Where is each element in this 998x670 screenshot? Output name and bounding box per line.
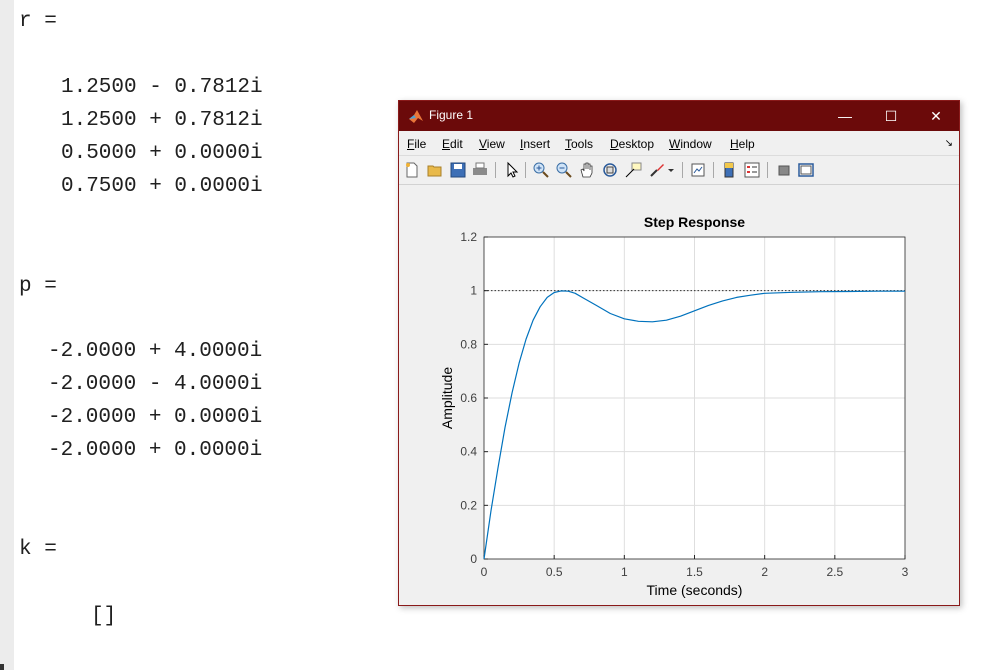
menu-tools-label: ools: [571, 137, 594, 151]
y-tick-label: 0.6: [460, 391, 477, 405]
x-tick-label: 2.5: [826, 565, 843, 579]
link-plot-icon[interactable]: [689, 161, 707, 179]
pan-hand-icon[interactable]: [578, 161, 596, 179]
new-figure-icon[interactable]: [403, 161, 421, 179]
menu-edit-key: E: [442, 137, 451, 151]
p-value: -2.0000 + 4.0000i: [48, 340, 263, 363]
p-value: -2.0000 - 4.0000i: [48, 373, 263, 396]
menu-file[interactable]: File: [407, 137, 426, 151]
menu-file-key: F: [407, 137, 415, 151]
matlab-logo-icon: [409, 110, 423, 123]
menu-window-key: W: [669, 137, 681, 151]
minimize-button[interactable]: —: [838, 108, 852, 124]
menu-view-key: V: [479, 137, 487, 151]
menu-bar: File Edit View Insert Tools Desktop Wind…: [399, 131, 959, 155]
colorbar-icon[interactable]: [720, 161, 738, 179]
plot-area[interactable]: 0 0.5 1 1.5 2 2.5 3 0 0.2 0.4 0.6 0.8 1 1.2 Step Respo…: [399, 185, 959, 605]
y-tick-label: 0.8: [460, 337, 477, 351]
step-response-series-line: [483, 290, 905, 560]
open-file-icon[interactable]: [426, 161, 444, 179]
x-tick-label: 0.5: [546, 565, 563, 579]
p-value: -2.0000 + 0.0000i: [48, 439, 263, 462]
menu-window-label: indow: [680, 137, 712, 151]
menu-desktop[interactable]: Desktop: [610, 137, 654, 151]
data-cursor-icon[interactable]: [624, 161, 642, 179]
brush-dropdown-icon[interactable]: [666, 161, 676, 179]
maximize-button[interactable]: ☐: [884, 108, 898, 124]
y-tick-label: 1: [470, 284, 477, 298]
zoom-in-icon[interactable]: [532, 161, 550, 179]
save-icon[interactable]: [449, 161, 467, 179]
x-tick-label: 3: [902, 565, 909, 579]
menu-desktop-label: esktop: [618, 137, 655, 151]
console-gutter: [0, 0, 14, 670]
p-label: p =: [19, 275, 57, 298]
menu-desktop-key: D: [610, 137, 619, 151]
command-window[interactable]: r = 1.2500 - 0.7812i 1.2500 + 0.7812i 0.…: [0, 0, 398, 670]
r-value: 1.2500 - 0.7812i: [61, 76, 263, 99]
toolbar-separator: [495, 162, 496, 178]
brush-icon[interactable]: [648, 161, 666, 179]
print-icon[interactable]: [471, 161, 489, 179]
r-label: r =: [19, 10, 57, 33]
menu-help-label: elp: [738, 137, 755, 151]
rotate-3d-icon[interactable]: [601, 161, 619, 179]
menu-expand-icon[interactable]: ↘: [944, 138, 953, 149]
menu-insert[interactable]: Insert: [520, 137, 550, 151]
menu-tools[interactable]: Tools: [565, 137, 593, 151]
figure-title: Figure 1: [429, 108, 474, 122]
x-axis-label: Time (seconds): [647, 582, 743, 598]
k-value: []: [91, 605, 117, 628]
y-axis-label: Amplitude: [439, 367, 455, 429]
r-value: 0.5000 + 0.0000i: [61, 142, 263, 165]
close-button[interactable]: ✕: [930, 108, 942, 124]
resize-corner: [0, 664, 4, 670]
pointer-icon[interactable]: [502, 161, 520, 179]
hide-plot-tools-icon[interactable]: [775, 161, 793, 179]
p-value: -2.0000 + 0.0000i: [48, 406, 263, 429]
toolbar-separator: [682, 162, 683, 178]
y-tick-label: 0.4: [460, 445, 477, 459]
menu-tools-key: T: [565, 137, 571, 151]
x-tick-label: 1: [621, 565, 628, 579]
toolbar-separator: [713, 162, 714, 178]
toolbar-separator: [767, 162, 768, 178]
menu-file-label: ile: [414, 137, 427, 151]
menu-insert-label: nsert: [523, 137, 551, 151]
y-tick-label: 0.2: [460, 498, 477, 512]
k-label: k =: [19, 538, 57, 561]
show-plot-tools-icon[interactable]: [797, 161, 815, 179]
step-response-chart[interactable]: 0 0.5 1 1.5 2 2.5 3 0 0.2 0.4 0.6 0.8 1 1.2 Step Respo…: [399, 185, 959, 605]
y-tick-label: 1.2: [460, 230, 477, 244]
menu-insert-key: I: [520, 137, 524, 151]
r-value: 0.7500 + 0.0000i: [61, 175, 263, 198]
x-tick-label: 1.5: [686, 565, 703, 579]
legend-icon[interactable]: [743, 161, 761, 179]
menu-view[interactable]: View: [479, 137, 505, 151]
figure-toolbar: [399, 155, 959, 185]
menu-edit-label: dit: [450, 137, 463, 151]
figure-window[interactable]: Figure 1 — ☐ ✕ File Edit View Insert Too…: [398, 100, 960, 606]
x-tick-label: 2: [761, 565, 768, 579]
y-tick-label: 0: [470, 552, 477, 566]
r-value: 1.2500 + 0.7812i: [61, 109, 263, 132]
zoom-out-icon[interactable]: [555, 161, 573, 179]
menu-help-key: H: [730, 137, 739, 151]
chart-title: Step Response: [644, 214, 745, 230]
menu-window[interactable]: Window: [669, 137, 712, 151]
toolbar-separator: [525, 162, 526, 178]
x-tick-label: 0: [481, 565, 488, 579]
menu-help[interactable]: Help: [730, 137, 755, 151]
figure-title-bar[interactable]: Figure 1 — ☐ ✕: [399, 101, 959, 131]
menu-edit[interactable]: Edit: [442, 137, 463, 151]
menu-view-label: iew: [486, 137, 505, 151]
